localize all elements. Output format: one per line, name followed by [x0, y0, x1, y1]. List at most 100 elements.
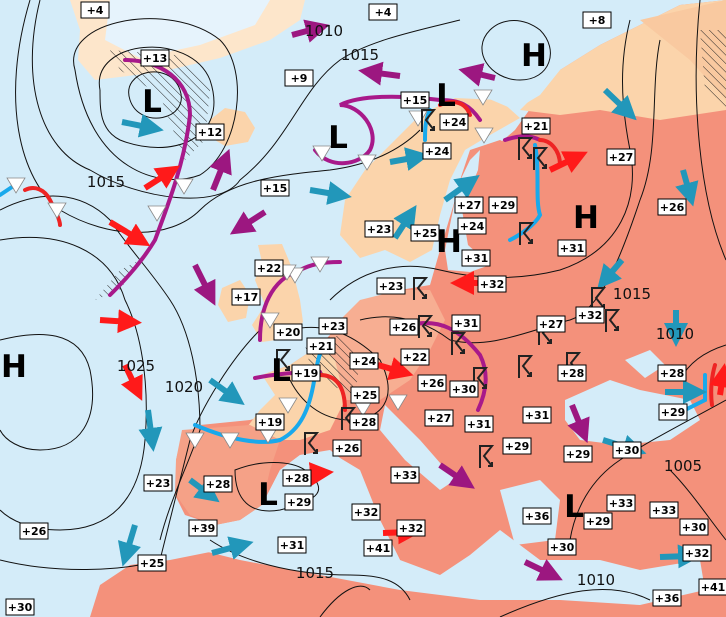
temperature-label: +21 [306, 337, 336, 355]
precipitation-area [95, 260, 140, 300]
temperature-value: +15 [263, 182, 288, 195]
low-pressure-center: L [328, 120, 348, 156]
cold-air-arrow [392, 204, 417, 240]
label-box [19, 522, 49, 540]
temperature-value: +26 [660, 201, 685, 214]
temperature-label: +26 [19, 522, 49, 540]
temperature-value: +4 [87, 4, 104, 17]
cold-air-arrow [211, 536, 254, 560]
shower-triangle-icon [174, 178, 194, 195]
thunderstorm-icon [413, 277, 429, 300]
temperature-value: +30 [550, 541, 575, 554]
temperature-label: +20 [273, 323, 303, 341]
temperature-value: +36 [525, 510, 550, 523]
label-box [536, 315, 566, 333]
temperature-label: +28 [349, 413, 379, 431]
warm-front [438, 100, 472, 117]
label-box [390, 466, 420, 484]
temperature-value: +28 [285, 472, 310, 485]
shower-triangle-icon [388, 394, 408, 411]
warm-front [538, 138, 562, 167]
temperature-value: +22 [403, 351, 428, 364]
temperature-value: +20 [276, 326, 301, 339]
label-box [522, 507, 552, 525]
temperature-label: +31 [522, 406, 552, 424]
label-box [332, 439, 362, 457]
temperature-labels: +4 +4 +8 +13 +9 +15 +24 +12 +21 +27 +24 +15 +26 +27 +2… [5, 1, 726, 616]
label-box [195, 123, 225, 141]
temperature-label: +24 [422, 142, 452, 160]
label-box [682, 544, 712, 562]
central-warm [330, 290, 445, 400]
isobar-label: 1015 [613, 285, 651, 303]
cold-air-arrow [138, 409, 163, 452]
label-box [5, 598, 35, 616]
temperature-value: +28 [560, 367, 585, 380]
cold-air-arrow [309, 181, 352, 205]
temperature-label: +15 [260, 179, 290, 197]
label-box [439, 113, 469, 131]
occluded-air-arrow [229, 209, 267, 235]
temperature-label: +24 [439, 113, 469, 131]
cold-air-arrow [208, 377, 245, 406]
temperature-label: +28 [657, 364, 687, 382]
thunderstorm-icon [304, 432, 320, 455]
label-box [575, 306, 605, 324]
occluded-air-arrow [458, 63, 496, 87]
baltic-sea [445, 150, 490, 272]
label-box [350, 386, 380, 404]
shower-triangle-icon [185, 432, 205, 449]
temperature-value: +12 [198, 126, 223, 139]
thunderstorm-icon [533, 147, 549, 170]
precipitation-area [700, 30, 726, 110]
cold-air-arrow [602, 87, 637, 121]
temperature-label: +41 [363, 539, 393, 557]
temperature-value: +31 [280, 539, 305, 552]
thunderstorm-icon [518, 137, 534, 160]
temperature-label: +30 [612, 441, 642, 459]
label-box [657, 198, 687, 216]
temperature-value: +32 [480, 278, 505, 291]
label-box [649, 501, 679, 519]
label-box [563, 445, 593, 463]
occluded-air-arrow [209, 148, 232, 192]
temperature-label: +27 [424, 409, 454, 427]
temperature-value: +41 [701, 581, 726, 594]
cold-air-arrow [675, 169, 699, 207]
temperature-label: +22 [400, 348, 430, 366]
temperature-label: +32 [575, 306, 605, 324]
label-box [679, 518, 709, 536]
label-box [396, 519, 426, 537]
warm-air-arrow [143, 165, 181, 191]
label-box [203, 475, 233, 493]
shower-triangle-icon [278, 397, 298, 414]
label-box [461, 249, 491, 267]
label-box [522, 406, 552, 424]
occluded-air-arrow [358, 61, 401, 86]
occluded-front [408, 321, 488, 412]
label-box [612, 441, 642, 459]
thunderstorm-icon [479, 445, 495, 468]
occluded-air-arrow [567, 403, 590, 444]
temperature-label: +32 [477, 275, 507, 293]
temperature-label: +31 [557, 239, 587, 257]
temperature-value: +31 [560, 242, 585, 255]
label-box [606, 494, 636, 512]
label-box [454, 196, 484, 214]
label-box [417, 374, 447, 392]
temperature-label: +22 [254, 259, 284, 277]
low-pressure-center: L [142, 84, 162, 120]
temperature-label: +25 [137, 554, 167, 572]
thunderstorm-icon [605, 309, 621, 332]
temperature-value: +29 [505, 440, 530, 453]
temperature-value: +28 [352, 416, 377, 429]
label-box [521, 117, 551, 135]
cold-air-arrow [443, 174, 480, 203]
label-box [231, 288, 261, 306]
temperature-value: +33 [393, 469, 418, 482]
shower-triangle-icon [473, 89, 493, 106]
label-box [284, 69, 314, 87]
temperature-value: +27 [427, 412, 452, 425]
temperature-value: +30 [8, 601, 33, 614]
